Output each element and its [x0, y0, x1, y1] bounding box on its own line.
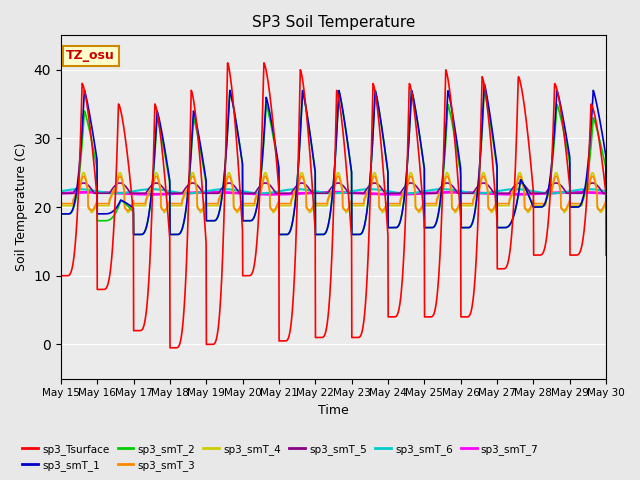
sp3_smT_7	[570, 190, 577, 195]
sp3_smT_5	[554, 180, 562, 186]
sp3_smT_4	[349, 203, 357, 208]
sp3_smT_2	[602, 204, 610, 210]
sp3_smT_7	[148, 192, 156, 197]
sp3_smT_7	[602, 191, 610, 196]
sp3_smT_1	[481, 81, 488, 87]
sp3_smT_1	[554, 93, 562, 98]
sp3_smT_2	[226, 87, 234, 93]
sp3_Tsurface	[570, 252, 577, 258]
sp3_smT_2	[57, 211, 65, 217]
sp3_smT_5	[589, 180, 596, 186]
sp3_smT_3	[596, 207, 604, 213]
sp3_smT_3	[57, 201, 65, 206]
sp3_smT_4	[492, 202, 500, 208]
sp3_smT_6	[554, 190, 562, 196]
sp3_smT_4	[589, 170, 596, 176]
sp3_smT_2	[492, 160, 500, 166]
Line: sp3_smT_5: sp3_smT_5	[61, 183, 606, 193]
Line: sp3_smT_4: sp3_smT_4	[61, 173, 606, 213]
sp3_smT_3	[589, 173, 596, 179]
sp3_smT_5	[569, 191, 577, 196]
sp3_smT_4	[602, 203, 610, 208]
sp3_smT_6	[209, 187, 217, 193]
sp3_smT_1	[602, 204, 610, 210]
sp3_smT_5	[361, 189, 369, 194]
sp3_smT_3	[554, 176, 562, 182]
sp3_smT_1	[362, 219, 369, 225]
sp3_Tsurface	[602, 252, 610, 258]
sp3_Tsurface	[224, 60, 232, 66]
sp3_smT_6	[111, 191, 119, 196]
sp3_smT_1	[570, 204, 577, 210]
sp3_smT_7	[209, 190, 217, 195]
X-axis label: Time: Time	[318, 404, 349, 417]
Line: sp3_smT_3: sp3_smT_3	[61, 176, 606, 210]
sp3_smT_3	[209, 201, 217, 206]
sp3_Tsurface	[492, 207, 500, 213]
sp3_smT_7	[57, 191, 65, 196]
Line: sp3_Tsurface: sp3_Tsurface	[61, 63, 606, 348]
sp3_Tsurface	[209, 341, 217, 347]
sp3_smT_3	[569, 201, 577, 206]
sp3_smT_5	[602, 191, 610, 196]
sp3_smT_2	[570, 204, 577, 210]
sp3_smT_7	[554, 190, 562, 195]
sp3_smT_7	[362, 191, 369, 196]
sp3_smT_6	[492, 189, 500, 194]
sp3_smT_5	[57, 191, 65, 196]
sp3_smT_2	[130, 232, 138, 238]
sp3_smT_4	[88, 210, 95, 216]
sp3_smT_2	[209, 218, 217, 224]
sp3_smT_7	[349, 190, 357, 196]
sp3_smT_4	[570, 203, 577, 208]
sp3_smT_7	[492, 191, 500, 197]
sp3_Tsurface	[362, 301, 369, 307]
sp3_smT_6	[57, 188, 65, 194]
sp3_smT_3	[349, 201, 357, 206]
Title: SP3 Soil Temperature: SP3 Soil Temperature	[252, 15, 415, 30]
Y-axis label: Soil Temperature (C): Soil Temperature (C)	[15, 143, 28, 271]
sp3_smT_2	[349, 232, 357, 238]
sp3_smT_5	[209, 191, 217, 196]
Line: sp3_smT_2: sp3_smT_2	[61, 90, 606, 235]
sp3_smT_1	[349, 232, 357, 238]
sp3_smT_6	[602, 188, 610, 194]
Text: TZ_osu: TZ_osu	[67, 49, 115, 62]
sp3_smT_6	[349, 188, 357, 194]
sp3_smT_3	[492, 201, 500, 206]
sp3_smT_6	[570, 188, 577, 193]
sp3_smT_6	[362, 186, 369, 192]
Line: sp3_smT_1: sp3_smT_1	[61, 84, 606, 235]
sp3_smT_3	[602, 201, 610, 206]
sp3_smT_3	[361, 194, 369, 200]
Line: sp3_smT_6: sp3_smT_6	[61, 189, 606, 193]
sp3_smT_2	[362, 218, 369, 224]
sp3_smT_4	[209, 203, 217, 208]
Legend: sp3_Tsurface, sp3_smT_1, sp3_smT_2, sp3_smT_3, sp3_smT_4, sp3_smT_5, sp3_smT_6, : sp3_Tsurface, sp3_smT_1, sp3_smT_2, sp3_…	[18, 439, 543, 475]
sp3_smT_5	[492, 191, 500, 196]
sp3_smT_2	[554, 106, 562, 111]
sp3_Tsurface	[166, 345, 174, 351]
sp3_smT_1	[209, 218, 217, 224]
sp3_smT_1	[130, 232, 138, 238]
sp3_smT_5	[349, 191, 357, 196]
sp3_smT_4	[554, 174, 562, 180]
sp3_smT_7	[88, 190, 95, 195]
sp3_smT_1	[57, 211, 65, 217]
Line: sp3_smT_7: sp3_smT_7	[61, 192, 606, 194]
sp3_smT_4	[362, 196, 369, 202]
sp3_smT_4	[57, 203, 65, 208]
sp3_Tsurface	[554, 94, 562, 99]
sp3_smT_1	[492, 157, 500, 163]
sp3_Tsurface	[57, 273, 65, 278]
sp3_smT_6	[76, 186, 83, 192]
sp3_Tsurface	[349, 335, 357, 340]
